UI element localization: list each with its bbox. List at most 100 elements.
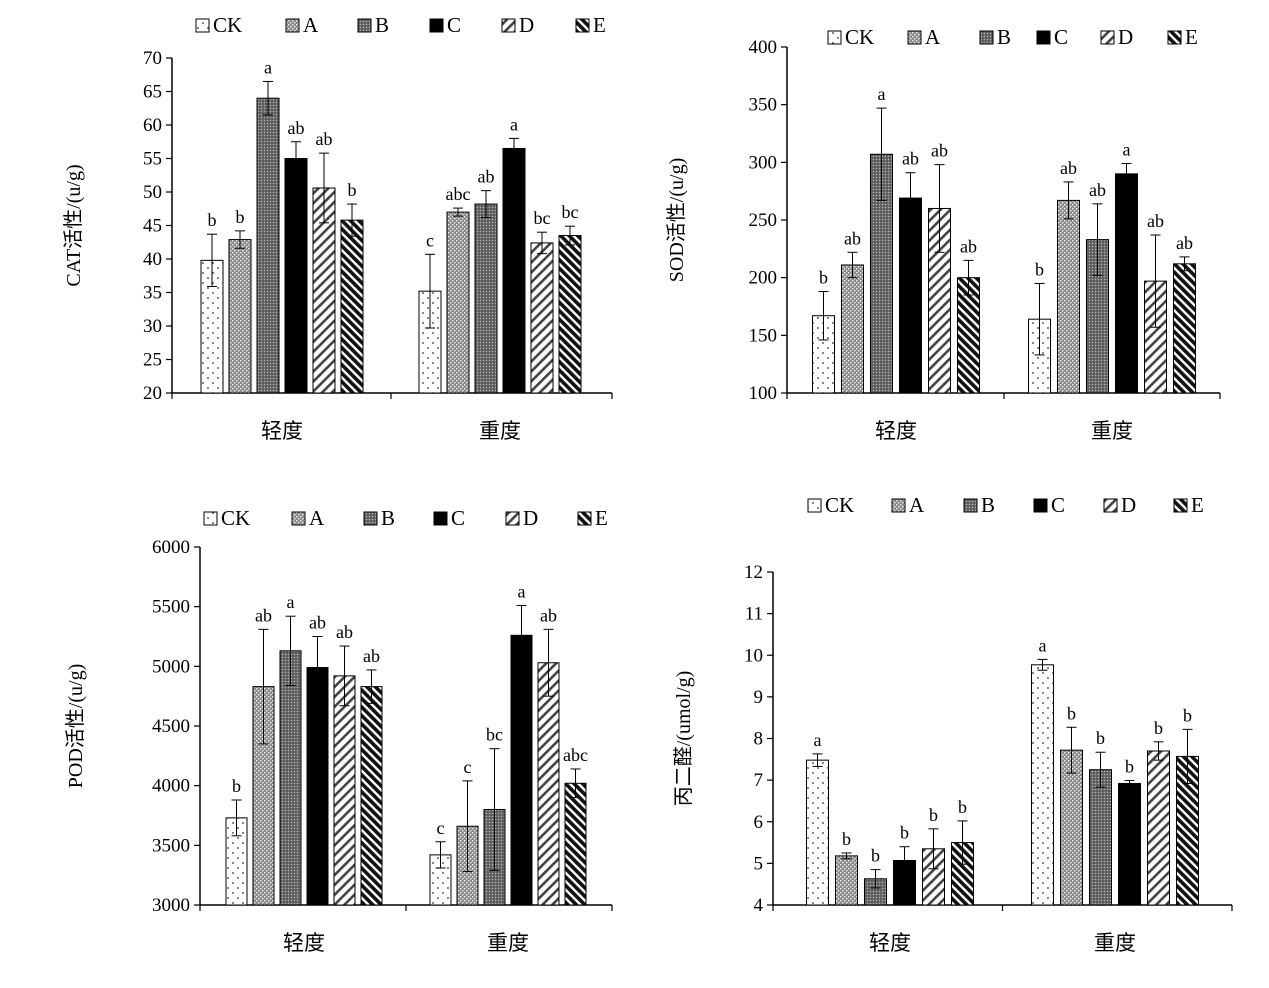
legend-label-d: D [1118,25,1133,49]
legend-label-a: A [303,13,319,37]
bar-ck [806,759,829,906]
y-tick-label: 8 [754,729,764,750]
legend-swatch-b [357,18,372,33]
significance-label: c [426,230,434,250]
legend-label-e: E [1191,493,1204,517]
significance-label: ab [478,167,495,187]
bar-c [899,197,922,394]
significance-label: a [814,730,822,750]
significance-label: b [842,829,851,849]
legend-label-e: E [595,506,608,530]
significance-label: abc [446,184,471,204]
legend-swatch-ck [203,511,218,526]
bar-c [284,158,308,394]
bar-e [360,686,383,906]
significance-label: b [208,210,217,230]
bar-ck [1031,664,1054,906]
bar-a [835,855,858,906]
bar-a [841,264,864,394]
legend-label-d: D [1121,493,1136,517]
significance-label: bc [562,202,579,222]
bar-b [474,203,498,394]
legend-swatch-b [963,498,978,513]
significance-label: a [264,57,272,77]
legend-label-ck: CK [845,25,874,49]
x-category-label: 重度 [1094,931,1136,955]
significance-label: ab [540,605,557,625]
significance-label: ab [931,141,948,161]
x-category-label: 重度 [487,931,529,955]
legend-label-d: D [523,506,538,530]
y-tick-label: 5000 [152,656,190,677]
significance-label: ab [1060,158,1077,178]
y-tick-label: 11 [745,604,763,625]
legend-swatch-ck [807,498,822,513]
y-tick-label: 50 [143,182,162,203]
legend-swatch-c [433,511,448,526]
y-tick-label: 25 [143,350,162,371]
y-axis-title: 丙二醛/(umol/g) [672,671,695,807]
y-tick-label: 400 [749,37,778,58]
significance-label: a [510,114,518,134]
legend-swatch-c [429,18,444,33]
legend-swatch-a [285,18,300,33]
y-tick-label: 65 [143,82,162,103]
bar-c [1115,173,1138,394]
bar-d [537,662,560,906]
legend-label-ck: CK [213,13,242,37]
legend-label-c: C [447,13,461,37]
x-category-label: 轻度 [875,419,917,443]
significance-label: abc [563,745,588,765]
y-axis-title: SOD活性/(u/g) [665,158,688,282]
y-tick-label: 3000 [152,895,190,916]
y-tick-label: 3500 [152,835,190,856]
chart-panel-2: CK A B C D E 100 150 200 250 300 350 400 轻度 重度 SOD活性/(u… [665,25,1221,443]
legend-label-e: E [1185,25,1198,49]
significance-label: b [871,846,880,866]
significance-label: ab [255,605,272,625]
significance-label: a [878,84,886,104]
y-tick-label: 300 [749,152,778,173]
significance-label: ab [316,129,333,149]
y-tick-label: 60 [143,115,162,136]
y-tick-label: 12 [744,562,763,583]
legend-label-ck: CK [221,506,250,530]
y-tick-label: 6 [754,812,764,833]
significance-label: ab [844,228,861,248]
legend-swatch-c [1033,498,1048,513]
chart-panel-3: CK A B C D E 3000 3500 4000 4500 5000 5500 6000 轻度 重度 P… [64,506,613,955]
y-tick-label: 45 [143,216,162,237]
legend-swatch-e [1173,498,1188,513]
y-tick-label: 35 [143,283,162,304]
significance-label: c [464,757,472,777]
significance-label: b [1154,718,1163,738]
legend-swatch-d [501,18,516,33]
bar-b [279,650,302,906]
y-axis-title: POD活性/(u/g) [64,664,87,788]
y-tick-label: 9 [754,687,764,708]
legend: CK A B C D E [807,493,1204,517]
legend: CK A B C D E [203,506,608,530]
bar-c [306,667,329,906]
legend-swatch-ck [827,30,842,45]
y-tick-label: 30 [143,316,162,337]
x-category-label: 重度 [1091,419,1133,443]
y-tick-label: 6000 [152,537,190,558]
y-tick-label: 70 [143,48,162,69]
x-category-label: 轻度 [283,931,325,955]
y-tick-label: 200 [749,268,778,289]
legend-label-a: A [309,506,325,530]
y-axis-title: CAT活性/(u/g) [62,164,85,286]
y-tick-label: 150 [749,325,778,346]
bar-a [446,211,470,394]
significance-label: ab [288,118,305,138]
legend-label-c: C [1051,493,1065,517]
legend-swatch-b [979,30,994,45]
legend-swatch-e [575,18,590,33]
legend-swatch-a [907,30,922,45]
y-tick-label: 5 [754,853,764,874]
legend-swatch-a [291,511,306,526]
significance-label: a [1039,635,1047,655]
legend-swatch-d [1103,498,1118,513]
